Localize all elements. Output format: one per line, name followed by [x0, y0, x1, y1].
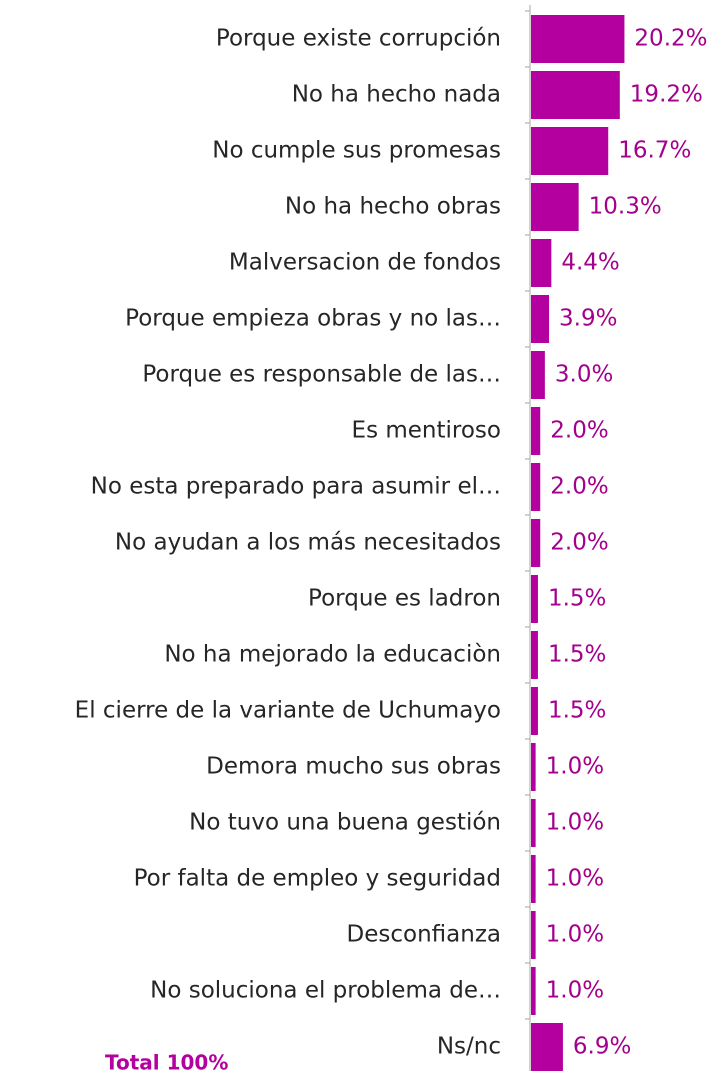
value-label: 10.3%	[589, 194, 662, 220]
bar	[531, 631, 538, 679]
value-label: 1.0%	[546, 978, 604, 1004]
bar	[531, 351, 545, 399]
value-label: 2.0%	[550, 418, 608, 444]
value-label: 1.0%	[546, 810, 604, 836]
category-label: No ha mejorado la educaciòn	[164, 642, 501, 668]
category-label: Porque es ladron	[308, 586, 501, 612]
value-label: 4.4%	[561, 250, 619, 276]
value-label: 1.0%	[546, 754, 604, 780]
value-label: 1.0%	[546, 922, 604, 948]
bar	[531, 239, 552, 287]
value-label: 1.5%	[548, 586, 606, 612]
category-label: No esta preparado para asumir el…	[91, 474, 501, 500]
value-label: 2.0%	[550, 530, 608, 556]
bar	[531, 687, 538, 735]
bar	[531, 71, 620, 119]
category-label: Porque es responsable de las…	[142, 362, 501, 388]
bar	[531, 911, 536, 959]
value-label: 19.2%	[630, 82, 703, 108]
category-label: No ayudan a los más necesitados	[115, 530, 501, 556]
category-label: Ns/nc	[437, 1034, 501, 1060]
bar	[531, 127, 609, 175]
category-label: No ha hecho obras	[285, 194, 501, 220]
value-label: 1.5%	[548, 642, 606, 668]
category-label: No cumple sus promesas	[212, 138, 501, 164]
category-label: Es mentiroso	[352, 418, 501, 444]
bar	[531, 295, 550, 343]
bar	[531, 519, 541, 567]
category-label: Por falta de empleo y seguridad	[134, 866, 501, 892]
category-label: Malversacion de fondos	[229, 250, 501, 276]
category-label: Demora mucho sus obras	[206, 754, 501, 780]
bar	[531, 1023, 563, 1071]
bar	[531, 967, 536, 1015]
bar	[531, 15, 625, 63]
value-label: 2.0%	[550, 474, 608, 500]
value-label: 6.9%	[573, 1034, 631, 1060]
bar	[531, 799, 536, 847]
category-label: Porque existe corrupción	[216, 26, 501, 52]
category-label: El cierre de la variante de Uchumayo	[75, 698, 501, 724]
bar	[531, 855, 536, 903]
category-label: No tuvo una buena gestión	[189, 810, 501, 836]
bar	[531, 575, 538, 623]
value-label: 3.0%	[555, 362, 613, 388]
value-label: 1.5%	[548, 698, 606, 724]
category-label: Porque empieza obras y no las…	[125, 306, 501, 332]
bar	[531, 407, 541, 455]
value-label: 3.9%	[559, 306, 617, 332]
category-label: No soluciona el problema de…	[150, 978, 501, 1004]
category-label: No ha hecho nada	[292, 82, 501, 108]
value-label: 16.7%	[618, 138, 691, 164]
category-label: Desconfianza	[347, 922, 501, 948]
total-note: Total 100%	[105, 1051, 228, 1071]
value-label: 20.2%	[634, 26, 707, 52]
bar	[531, 183, 579, 231]
value-label: 1.0%	[546, 866, 604, 892]
bar	[531, 463, 541, 511]
bar	[531, 743, 536, 791]
